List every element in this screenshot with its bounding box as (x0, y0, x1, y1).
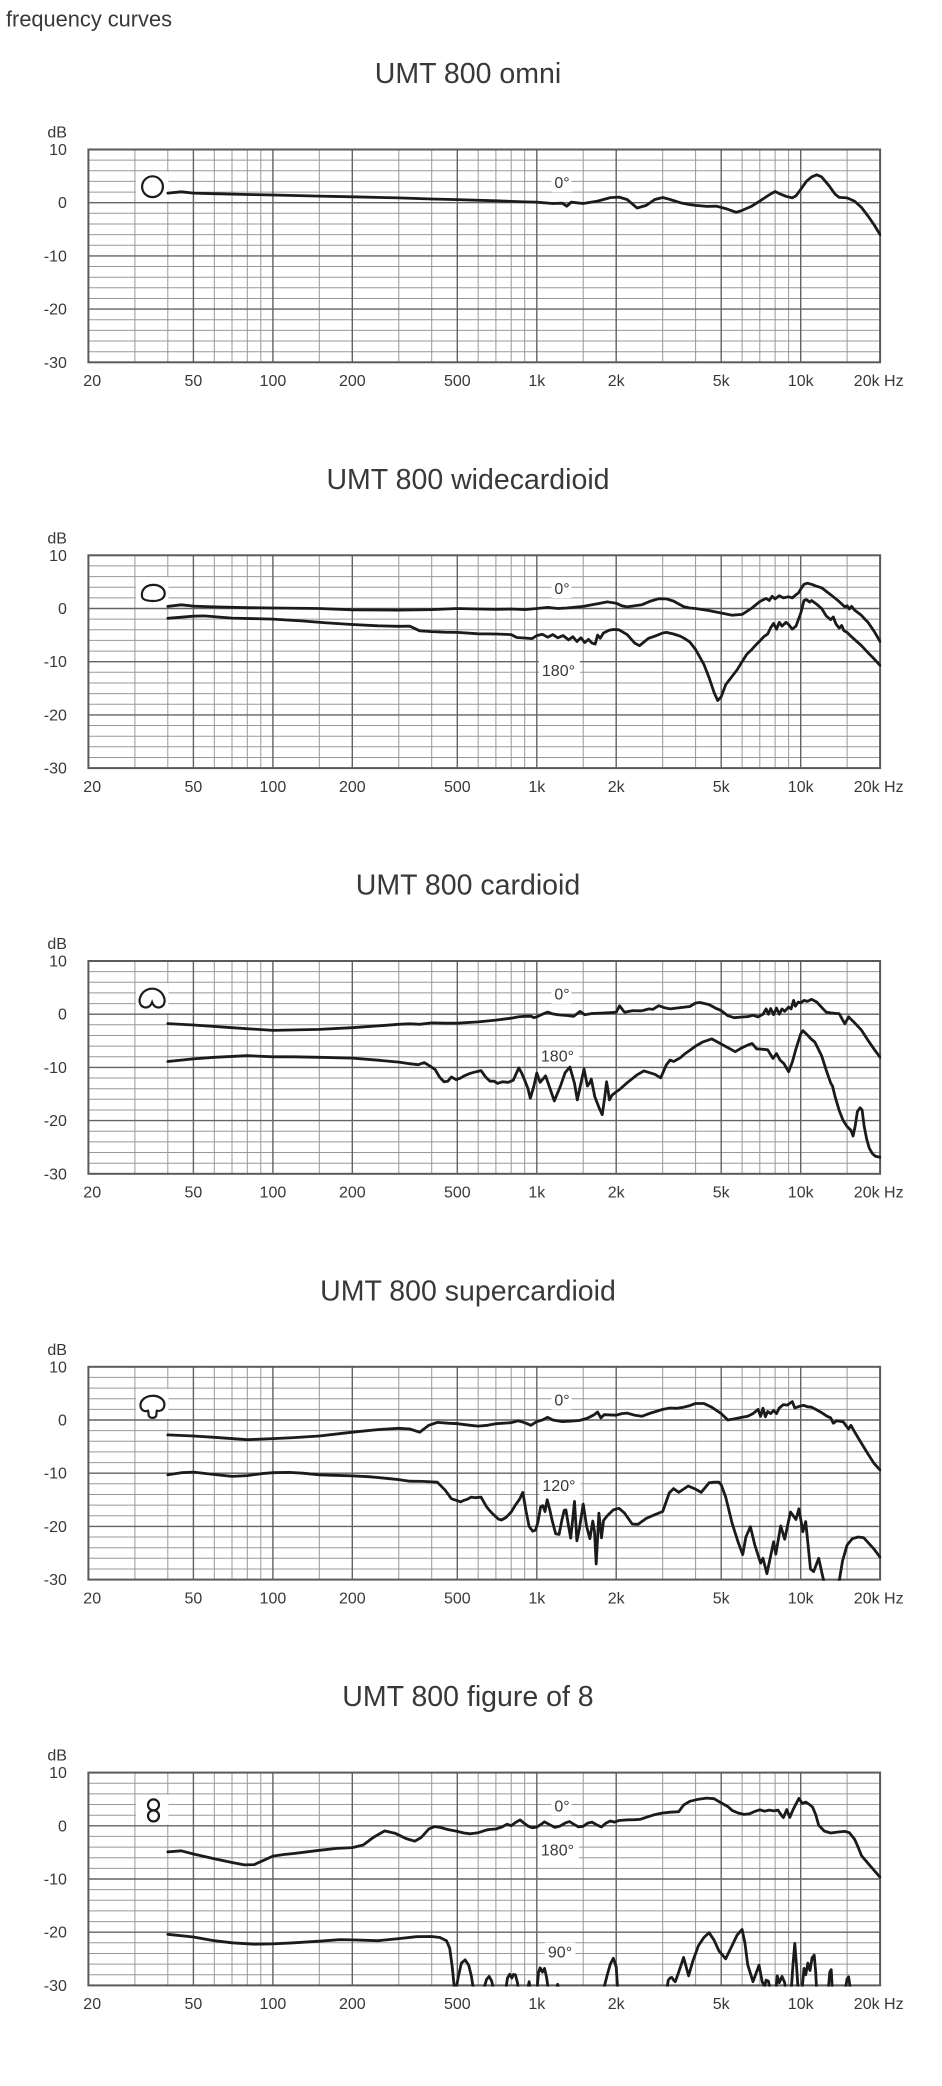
svg-text:0°: 0° (554, 581, 569, 598)
svg-text:-10: -10 (44, 654, 67, 671)
svg-text:500: 500 (444, 1185, 471, 1202)
svg-text:-20: -20 (44, 1519, 67, 1536)
svg-text:10: 10 (49, 1765, 67, 1782)
svg-text:-10: -10 (44, 1060, 67, 1077)
svg-text:20: 20 (83, 779, 101, 796)
svg-text:10k: 10k (788, 373, 815, 390)
svg-text:-20: -20 (44, 302, 67, 319)
svg-text:-20: -20 (44, 707, 67, 724)
svg-text:20k Hz: 20k Hz (854, 1996, 904, 2013)
svg-text:1k: 1k (528, 779, 546, 796)
svg-text:90°: 90° (548, 1945, 572, 1962)
svg-text:200: 200 (339, 1185, 366, 1202)
svg-text:20: 20 (83, 1590, 101, 1607)
svg-text:100: 100 (260, 1996, 287, 2013)
svg-text:100: 100 (260, 373, 287, 390)
svg-text:500: 500 (444, 1590, 471, 1607)
svg-text:500: 500 (444, 373, 471, 390)
svg-text:0: 0 (58, 1818, 67, 1835)
svg-text:dB: dB (47, 1342, 67, 1359)
svg-text:-10: -10 (44, 1872, 67, 1889)
svg-text:1k: 1k (528, 1185, 546, 1202)
svg-text:-10: -10 (44, 248, 67, 265)
svg-text:100: 100 (260, 1590, 287, 1607)
svg-text:20: 20 (83, 373, 101, 390)
svg-text:-30: -30 (44, 1978, 67, 1995)
svg-text:10k: 10k (788, 1185, 815, 1202)
svg-text:200: 200 (339, 1996, 366, 2013)
svg-text:5k: 5k (713, 779, 731, 796)
svg-text:-30: -30 (44, 1572, 67, 1589)
svg-text:0°: 0° (554, 987, 569, 1004)
svg-text:UMT 800 widecardioid: UMT 800 widecardioid (326, 464, 609, 496)
svg-text:-20: -20 (44, 1925, 67, 1942)
svg-text:50: 50 (185, 1590, 203, 1607)
svg-text:20k Hz: 20k Hz (854, 1185, 904, 1202)
svg-text:UMT 800 supercardioid: UMT 800 supercardioid (320, 1275, 616, 1307)
svg-text:10: 10 (49, 548, 67, 565)
svg-text:0°: 0° (554, 1798, 569, 1815)
svg-text:5k: 5k (713, 1185, 731, 1202)
svg-text:120°: 120° (542, 1478, 575, 1495)
svg-text:20k Hz: 20k Hz (854, 1590, 904, 1607)
svg-text:200: 200 (339, 373, 366, 390)
svg-text:10: 10 (49, 1359, 67, 1376)
svg-text:dB: dB (47, 936, 67, 953)
svg-text:5k: 5k (713, 1590, 731, 1607)
svg-text:-30: -30 (44, 355, 67, 372)
svg-text:200: 200 (339, 1590, 366, 1607)
svg-text:-30: -30 (44, 1166, 67, 1183)
svg-text:180°: 180° (541, 1843, 574, 1860)
svg-text:2k: 2k (608, 1185, 626, 1202)
svg-text:1k: 1k (528, 1590, 546, 1607)
svg-text:0°: 0° (554, 1393, 569, 1410)
svg-text:180°: 180° (541, 1049, 574, 1066)
svg-text:2k: 2k (608, 373, 626, 390)
svg-text:0: 0 (58, 1007, 67, 1024)
svg-text:0: 0 (58, 601, 67, 618)
svg-text:10: 10 (49, 142, 67, 159)
svg-text:1k: 1k (528, 1996, 546, 2013)
svg-text:200: 200 (339, 779, 366, 796)
svg-text:180°: 180° (542, 663, 575, 680)
svg-text:50: 50 (185, 373, 203, 390)
svg-text:0: 0 (58, 1413, 67, 1430)
svg-text:UMT 800 figure of 8: UMT 800 figure of 8 (342, 1681, 593, 1713)
svg-text:2k: 2k (608, 1590, 626, 1607)
svg-text:2k: 2k (608, 779, 626, 796)
svg-text:-10: -10 (44, 1466, 67, 1483)
svg-text:5k: 5k (713, 373, 731, 390)
svg-text:10: 10 (49, 954, 67, 971)
svg-text:-30: -30 (44, 761, 67, 778)
svg-text:20k Hz: 20k Hz (854, 373, 904, 390)
svg-text:20: 20 (83, 1185, 101, 1202)
svg-text:500: 500 (444, 779, 471, 796)
svg-text:0°: 0° (554, 175, 569, 192)
svg-text:10k: 10k (788, 1590, 815, 1607)
svg-text:UMT 800 cardioid: UMT 800 cardioid (356, 870, 580, 902)
svg-text:frequency curves: frequency curves (6, 7, 172, 32)
svg-text:dB: dB (47, 125, 67, 142)
svg-text:500: 500 (444, 1996, 471, 2013)
svg-text:20k Hz: 20k Hz (854, 779, 904, 796)
svg-text:dB: dB (47, 1748, 67, 1765)
svg-text:50: 50 (185, 1996, 203, 2013)
svg-text:5k: 5k (713, 1996, 731, 2013)
svg-text:100: 100 (260, 779, 287, 796)
svg-text:20: 20 (83, 1996, 101, 2013)
svg-text:50: 50 (185, 779, 203, 796)
svg-text:100: 100 (260, 1185, 287, 1202)
svg-text:10k: 10k (788, 1996, 815, 2013)
svg-text:1k: 1k (528, 373, 546, 390)
svg-text:50: 50 (185, 1185, 203, 1202)
svg-text:UMT 800 omni: UMT 800 omni (375, 58, 561, 90)
svg-text:2k: 2k (608, 1996, 626, 2013)
svg-text:10k: 10k (788, 779, 815, 796)
svg-text:0: 0 (58, 195, 67, 212)
svg-text:dB: dB (47, 530, 67, 547)
svg-text:-20: -20 (44, 1113, 67, 1130)
